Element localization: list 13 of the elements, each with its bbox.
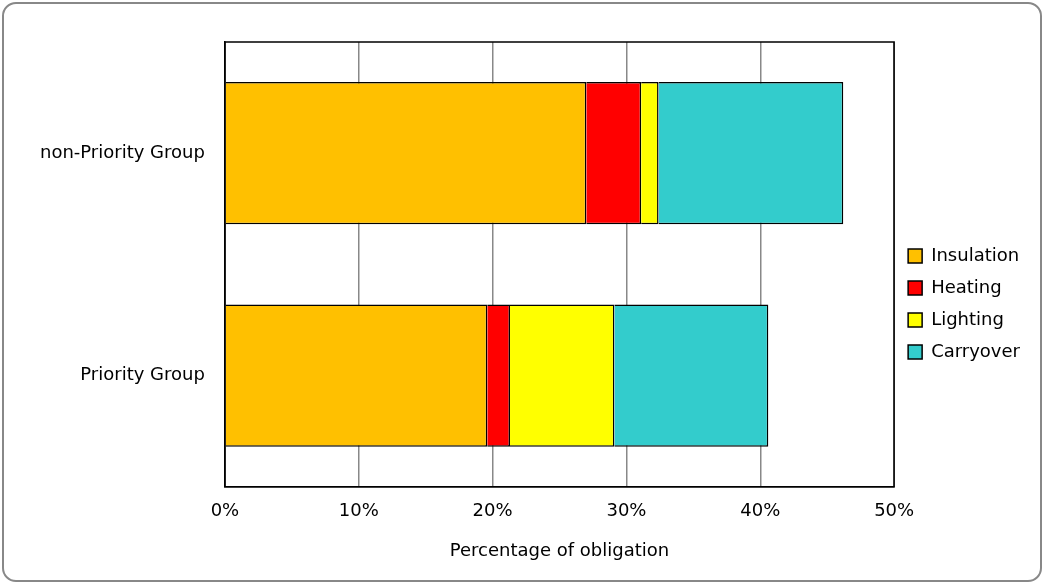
x-axis-title: Percentage of obligation [449, 538, 670, 560]
x-tick-label: 20% [472, 499, 513, 521]
legend-label: Heating [931, 275, 1002, 297]
legend-label: Lighting [931, 307, 1004, 329]
legend-label: Carryover [931, 339, 1021, 361]
legend-label: Insulation [931, 243, 1020, 265]
x-tick-label: 50% [874, 499, 915, 521]
x-tick-label: 30% [606, 499, 647, 521]
x-tick-label: 40% [740, 499, 781, 521]
y-tick-label: Priority Group [80, 363, 205, 385]
y-tick-label: non-Priority Group [39, 140, 205, 162]
x-tick-label: 10% [338, 499, 379, 521]
x-tick-label: 0% [210, 499, 240, 521]
